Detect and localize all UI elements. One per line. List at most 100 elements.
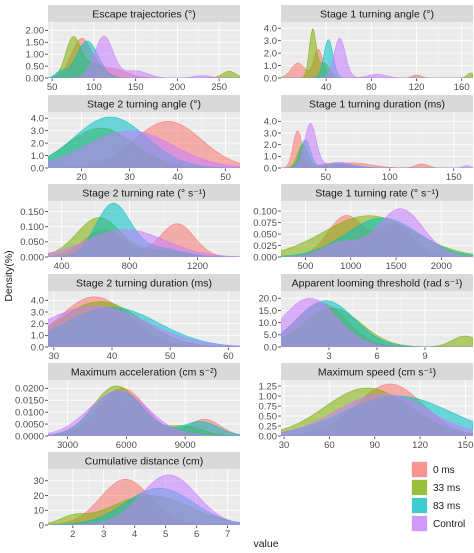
x-tick-label: 60 [324, 440, 335, 451]
panel-cumulative-distance-cm: Cumulative distance (cm) 2 3 4 5 6 7 0 10 20 30 [33, 452, 240, 540]
x-tick-label: 2 [70, 529, 75, 540]
facet-panels: Escape trajectories (°)50 100 150 200 2500.0… [15, 5, 473, 540]
y-tick-label: 3.0 [264, 36, 277, 47]
x-tick-label: 40 [172, 172, 183, 183]
legend-swatch [412, 516, 427, 531]
x-tick-label: 5 [163, 529, 168, 540]
y-tick-label: 1.00 [26, 49, 45, 60]
facet-strip [48, 363, 240, 380]
y-tick-label: 20.0 [259, 294, 278, 305]
legend-item-33-ms: 33 ms [411, 479, 460, 496]
x-tick-label: 80 [366, 82, 377, 93]
y-tick-label: 0.25 [259, 421, 278, 432]
legend-label: Control [433, 519, 465, 530]
y-tick-label: 2.0 [264, 140, 277, 151]
x-tick-label: 50 [321, 172, 332, 183]
y-tick-label: 0.075 [253, 218, 277, 229]
panel-stage-1-turning-rate-s: Stage 1 turning rate (° s⁻¹) 500 1000 1500 2… [253, 184, 473, 272]
x-tick-label: 50 [47, 82, 58, 93]
facet-title: Maximum acceleration (cm s⁻²) [71, 367, 217, 379]
x-tick-label: 1000 [340, 261, 361, 272]
y-tick-label: 3.0 [31, 307, 44, 318]
y-tick-label: 2.00 [26, 26, 45, 37]
density-area-control [48, 229, 240, 257]
legend-swatch [412, 498, 427, 513]
legend-label: 0 ms [433, 465, 455, 476]
x-tick-label: 1200 [187, 261, 208, 272]
legend-label: 83 ms [433, 501, 460, 512]
y-tick-label: 0.0 [264, 163, 277, 174]
x-tick-label: 9000 [175, 440, 196, 451]
facet-title: Stage 2 turning rate (° s⁻¹) [82, 188, 206, 200]
y-tick-label: 3.0 [31, 126, 44, 137]
panel-stage-1-turning-duration-ms: Stage 1 turning duration (ms) 50 100 150 0.0… [264, 95, 473, 183]
x-tick-label: 400 [54, 261, 70, 272]
facet-title: Apparent looming threshold (rad s⁻¹) [292, 278, 463, 290]
x-tick-label: 60 [223, 351, 234, 362]
facet-strip [48, 452, 240, 469]
x-tick-label: 30 [279, 440, 290, 451]
legend: 0 ms 33 ms 83 ms Control [411, 461, 465, 532]
y-tick-label: 0.0150 [15, 396, 44, 407]
x-tick-label: 6 [374, 351, 379, 362]
facet-strip [48, 184, 240, 201]
y-tick-label: 4.0 [264, 117, 277, 128]
x-tick-label: 1500 [385, 261, 406, 272]
y-tick-label: 0.0000 [15, 431, 44, 442]
y-tick-label: 15.0 [259, 306, 278, 317]
panel-stage-1-turning-angle: Stage 1 turning angle (°) 40 80 120 160 0.01.… [264, 5, 473, 93]
density-area-control [281, 208, 473, 257]
y-tick-label: 10.0 [259, 318, 278, 329]
y-tick-label: 0.025 [253, 241, 277, 252]
y-tick-label: 0.00 [259, 431, 278, 442]
x-tick-label: 50 [165, 351, 176, 362]
y-tick-label: 1.25 [259, 381, 278, 392]
y-tick-label: 0.50 [259, 411, 278, 422]
density-area-33-ms [281, 28, 473, 78]
facet-title: Stage 1 turning duration (ms) [309, 99, 445, 111]
facet-strip [281, 95, 473, 112]
x-tick-label: 120 [409, 82, 425, 93]
y-tick-label: 0.050 [20, 237, 44, 248]
y-tick-label: 30 [33, 476, 44, 487]
density-area-control [281, 393, 473, 436]
x-tick-label: 9 [422, 351, 427, 362]
x-tick-label: 4 [132, 529, 137, 540]
y-tick-label: 1.50 [26, 38, 45, 49]
legend-swatch [412, 480, 427, 495]
legend-swatch [412, 462, 427, 477]
x-axis-title: value [253, 538, 278, 550]
density-area-control [48, 130, 240, 168]
density-area-control [48, 35, 240, 78]
y-tick-label: 1.0 [264, 61, 277, 72]
legend-label: 33 ms [433, 483, 460, 494]
x-tick-label: 3000 [57, 440, 78, 451]
y-tick-label: 1.0 [31, 331, 44, 342]
y-tick-label: 0 [39, 520, 44, 531]
facet-strip [48, 274, 240, 291]
facet-strip [48, 5, 240, 22]
y-tick-label: 1.0 [264, 152, 277, 163]
facet-title: Escape trajectories (°) [92, 9, 195, 21]
legend-item-83-ms: 83 ms [411, 497, 460, 514]
y-tick-label: 2.0 [31, 138, 44, 149]
facet-title: Stage 2 turning angle (°) [87, 99, 201, 111]
x-tick-label: 6000 [116, 440, 137, 451]
y-tick-label: 0.0050 [15, 419, 44, 430]
y-tick-label: 0.75 [259, 401, 278, 412]
x-tick-label: 6 [194, 529, 199, 540]
y-tick-label: 4.0 [31, 114, 44, 125]
x-tick-label: 800 [122, 261, 138, 272]
panel-maximum-speed-cm-s: Maximum speed (cm s⁻¹)30 60 90 120 1500.000.… [259, 363, 474, 451]
panel-maximum-acceleration-cm-s: Maximum acceleration (cm s⁻²) 3000 6000 900… [15, 363, 240, 451]
x-tick-label: 150 [446, 172, 462, 183]
panel-stage-2-turning-rate-s: Stage 2 turning rate (° s⁻¹) 400 800 1200 0.… [20, 184, 240, 272]
y-tick-label: 0.100 [253, 206, 277, 217]
y-tick-label: 4.0 [31, 296, 44, 307]
y-tick-label: 2.0 [264, 48, 277, 59]
x-tick-label: 7 [225, 529, 230, 540]
y-tick-label: 0.0 [31, 163, 44, 174]
y-tick-label: 1.00 [259, 391, 278, 402]
x-tick-label: 150 [458, 440, 474, 451]
